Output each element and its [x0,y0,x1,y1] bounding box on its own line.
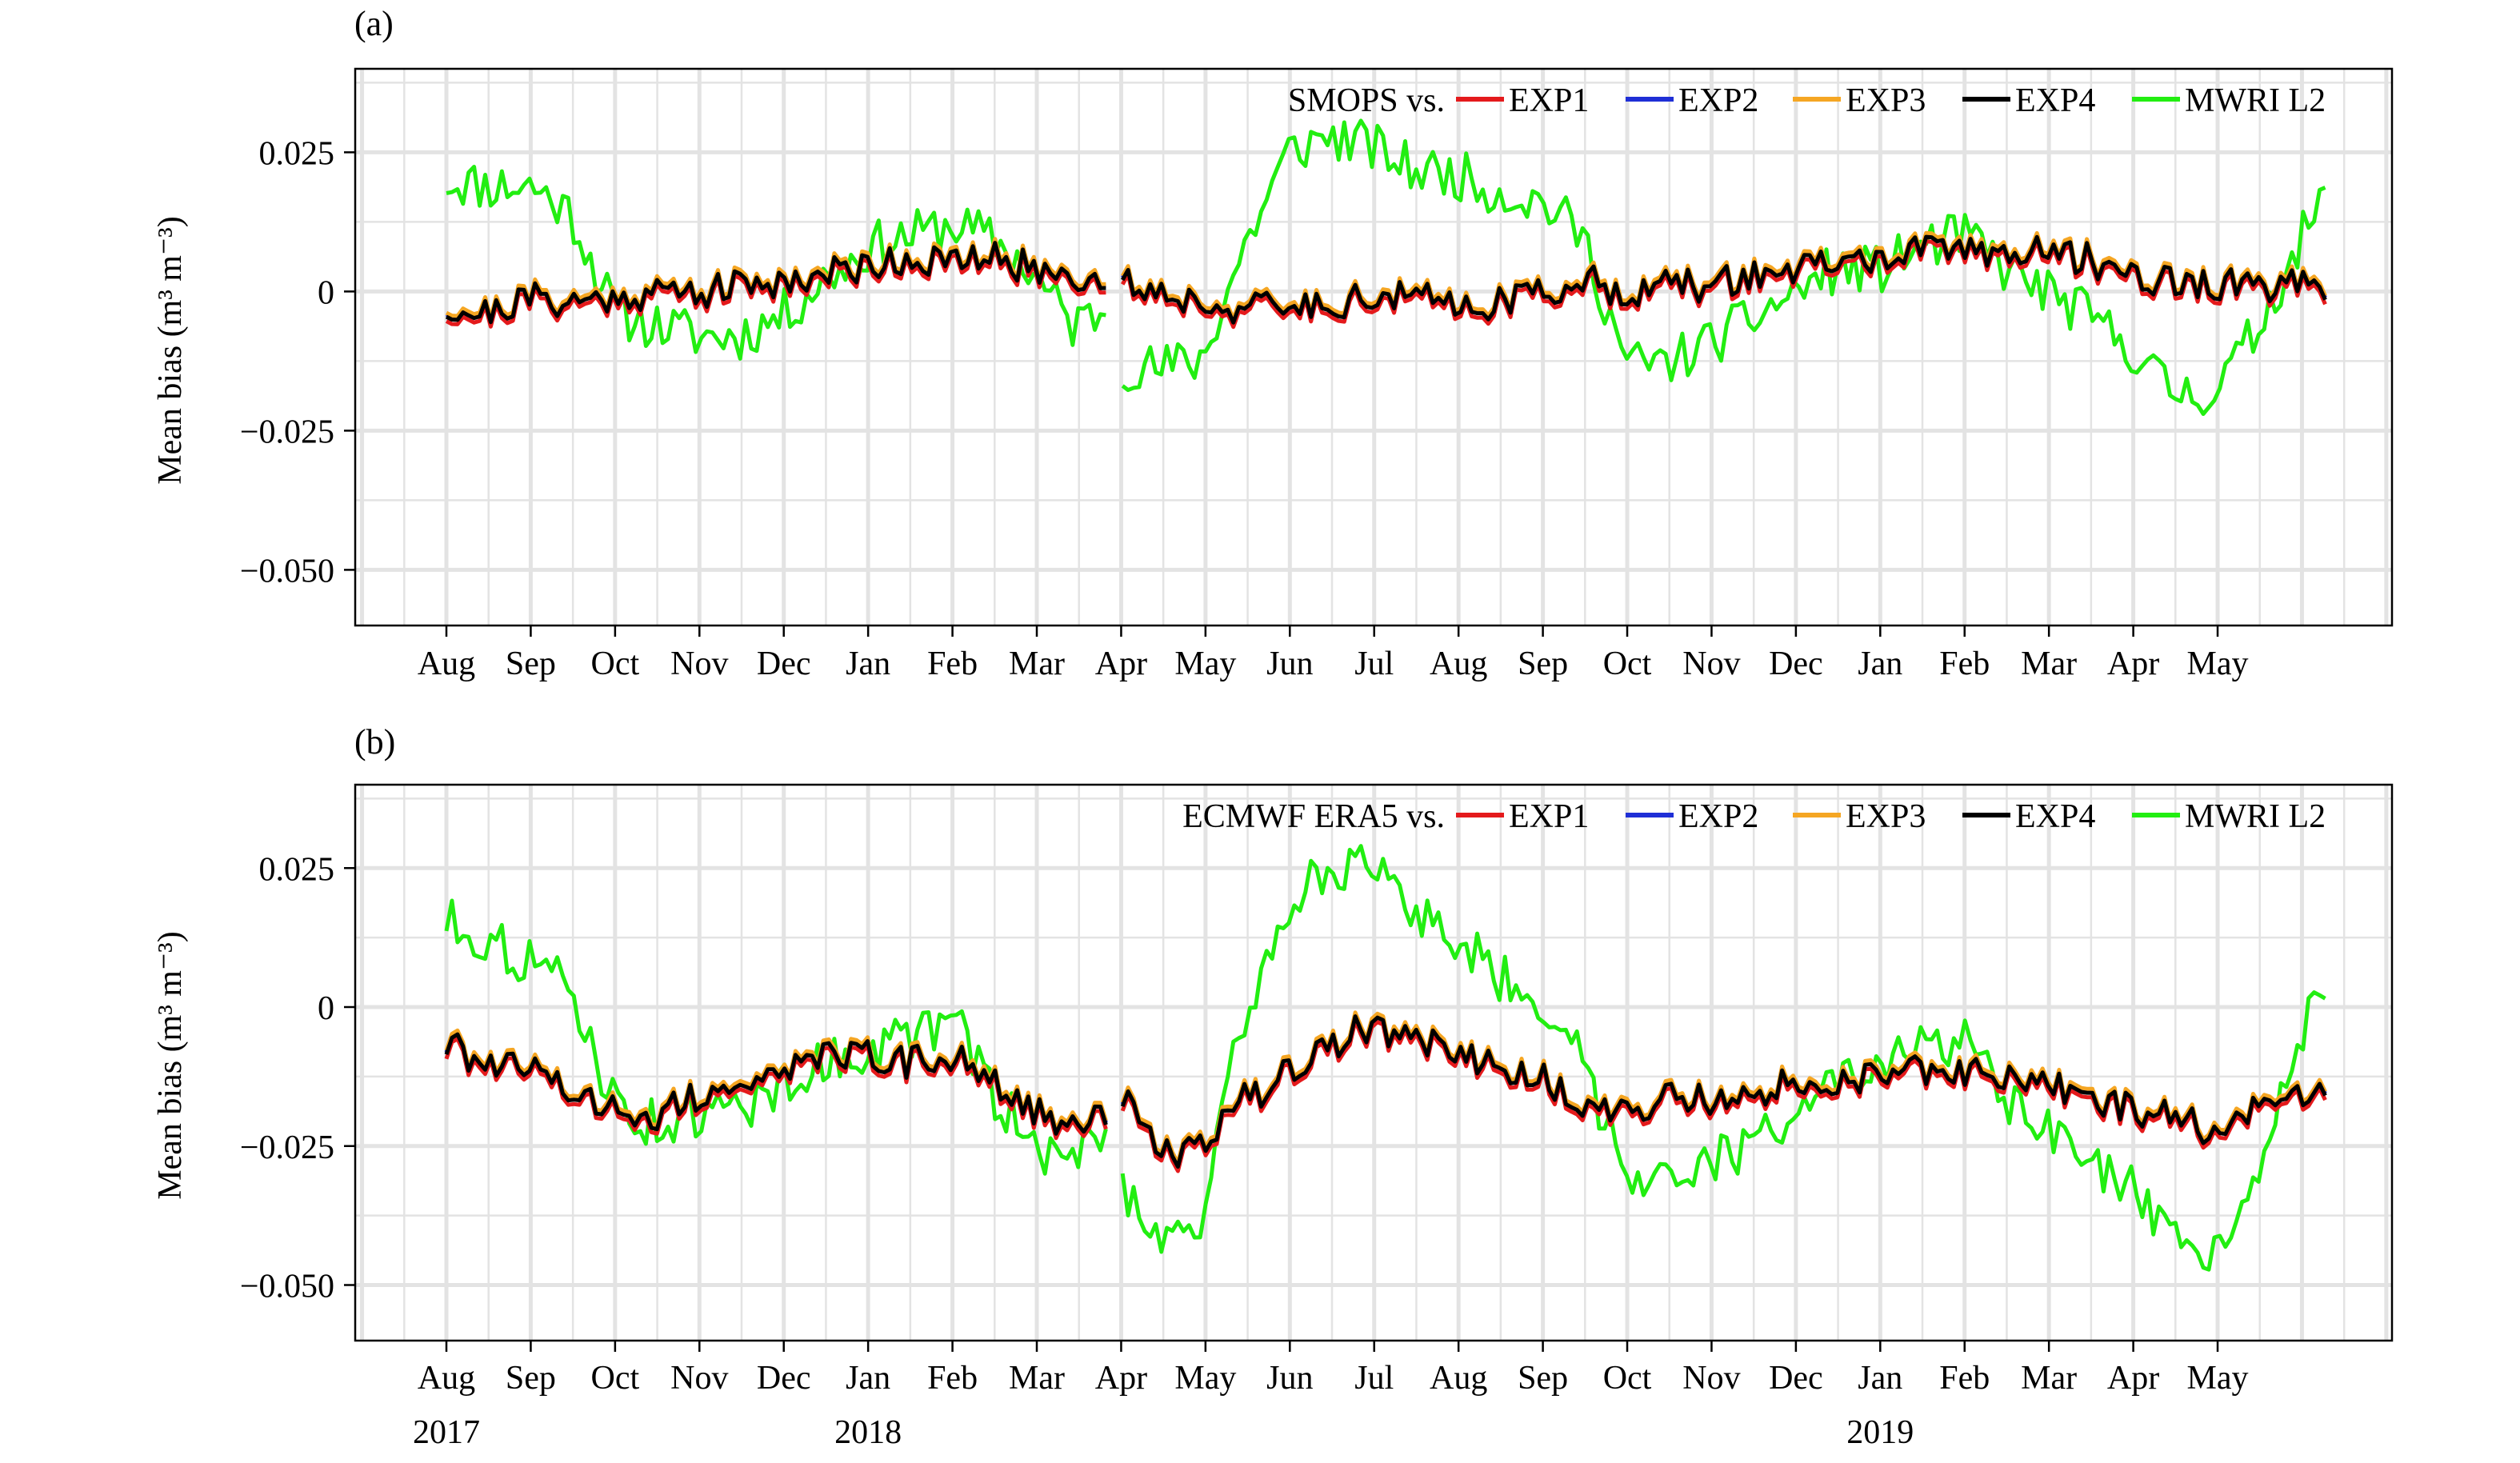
x-tick-label: Jan [1858,646,1902,682]
y-tick-label: −0.050 [240,1269,334,1305]
y-tick-label: 0 [318,990,334,1027]
x-tick-label: Sep [506,1360,556,1397]
legend-label: EXP4 [2015,798,2095,835]
x-tick-label: Feb [1939,646,1990,682]
x-tick-label: Apr [1095,646,1147,682]
x-tick-label: Jun [1266,646,1313,682]
legend-label: MWRI L2 [2185,82,2326,119]
x-tick-label: Jan [1858,1360,1902,1397]
x-tick-label: Aug [1430,1360,1487,1397]
x-tick-label: Apr [2107,1360,2159,1397]
x-tick-label: Sep [1518,646,1568,682]
y-tick-label: 0.025 [259,135,335,172]
x-tick-label: May [2187,646,2249,682]
x-tick-label: Apr [1095,1360,1147,1397]
x-tick-label: Nov [1682,646,1740,682]
y-tick-label: 0.025 [259,851,335,888]
x-tick-label: May [2187,1360,2249,1397]
x-tick-label: Mar [2021,1360,2077,1397]
x-tick-label: Feb [927,1360,978,1397]
x-tick-label: Mar [1009,1360,1065,1397]
series-line-exp4 [444,1014,2327,1169]
x-tick-label: Nov [670,646,728,682]
legend-prefix: ECMWF ERA5 vs. [1182,798,1445,835]
x-tick-label: Jul [1354,1360,1394,1397]
series-line-mwri-l2 [444,844,2326,1272]
legend-label: EXP3 [1846,82,1926,119]
x-tick-label: Feb [1939,1360,1990,1397]
y-tick-label: −0.025 [240,414,334,450]
x-tick-label: Mar [2021,646,2077,682]
legend-label: EXP4 [2015,82,2095,119]
x-tick-label: Jul [1354,646,1394,682]
x-tick-label: Oct [1603,1360,1652,1397]
series-group [444,844,2327,1272]
grid [355,785,2392,1341]
x-tick-label: Nov [1682,1360,1740,1397]
chart-panel-b: 0.025 0 −0.025 −0.050 Aug Sep Oct Nov Dec Jan Feb M… [152,722,2394,1397]
chart-panel-a: 0.025 0 −0.025 −0.050 Aug Sep Oct Nov Dec Jan Feb M… [152,4,2394,682]
legend-label: EXP2 [1678,798,1758,835]
x-tick-label: Jan [846,1360,890,1397]
x-tick-label: Dec [1769,646,1823,682]
series-line-mwri-l2 [446,118,2326,416]
y-axis-label: Mean bias (m³ m⁻³) [152,931,189,1199]
x-tick-label: Aug [418,646,475,682]
x-tick-label: Sep [506,646,556,682]
x-tick-label: Oct [1603,646,1652,682]
y-tick-label: 0 [318,274,334,311]
panel-label: (a) [354,4,394,43]
year-label: 2018 [834,1414,902,1451]
x-tick-label: Apr [2107,646,2159,682]
year-label: 2019 [1846,1414,1914,1451]
series-group [445,118,2327,416]
x-tick-label: Dec [757,646,811,682]
y-tick-label: −0.050 [240,553,334,590]
legend-label: EXP1 [1509,798,1589,835]
series-line-exp4 [445,234,2327,325]
x-tick-label: May [1174,646,1236,682]
x-tick-label: Mar [1009,646,1065,682]
x-tick-label: Aug [1430,646,1487,682]
x-tick-label: Feb [927,646,978,682]
grid [355,69,2392,626]
y-tick-label: −0.025 [240,1129,334,1166]
legend-label: MWRI L2 [2185,798,2326,835]
legend: EXP1 EXP2 EXP3 EXP4 MWRI L2 ECMWF ERA5 vs. [1182,798,2326,835]
year-labels: 2017 2018 2019 [413,1414,1914,1451]
legend-prefix: SMOPS vs. [1288,82,1445,119]
legend-label: EXP2 [1678,82,1758,119]
series-line-exp1 [444,1018,2327,1173]
x-tick-label: Sep [1518,1360,1568,1397]
legend: EXP1 EXP2 EXP3 EXP4 MWRI L2 SMOPS vs. [1288,82,2326,119]
x-tick-label: Oct [591,1360,640,1397]
x-tick-label: Dec [1769,1360,1823,1397]
legend-label: EXP1 [1509,82,1589,119]
x-tick-label: Oct [591,646,640,682]
year-label: 2017 [413,1414,480,1451]
y-axis-label: Mean bias (m³ m⁻³) [152,216,189,484]
x-tick-label: Jan [846,646,890,682]
x-tick-label: Aug [418,1360,475,1397]
x-tick-label: Jun [1266,1360,1313,1397]
panel-label: (b) [354,722,395,761]
x-tick-label: Nov [670,1360,728,1397]
x-tick-label: May [1174,1360,1236,1397]
x-tick-label: Dec [757,1360,811,1397]
legend-label: EXP3 [1846,798,1926,835]
